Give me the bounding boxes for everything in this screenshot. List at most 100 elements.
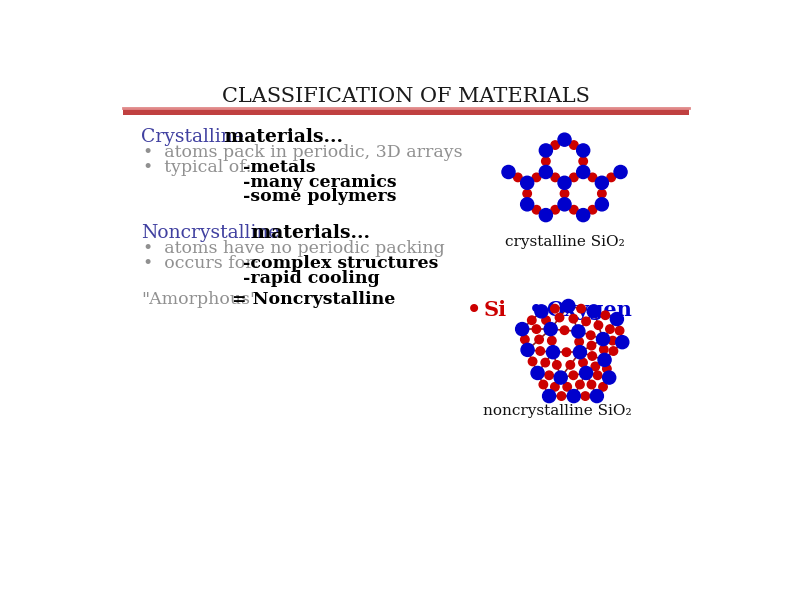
Circle shape — [580, 367, 592, 379]
Circle shape — [563, 382, 572, 391]
Circle shape — [579, 157, 588, 165]
Text: -many ceramics: -many ceramics — [242, 174, 396, 190]
Text: •  atoms have no periodic packing: • atoms have no periodic packing — [143, 241, 444, 258]
Circle shape — [566, 360, 574, 369]
Text: Crystalline: Crystalline — [141, 127, 244, 146]
Circle shape — [598, 189, 606, 198]
Circle shape — [562, 299, 575, 313]
Circle shape — [532, 325, 541, 334]
Text: -complex structures: -complex structures — [242, 255, 438, 272]
Circle shape — [603, 365, 611, 373]
Circle shape — [600, 345, 608, 354]
Circle shape — [539, 380, 547, 389]
Circle shape — [547, 337, 556, 345]
Circle shape — [543, 389, 556, 403]
Circle shape — [521, 343, 534, 356]
Circle shape — [569, 371, 577, 379]
Circle shape — [567, 389, 581, 403]
Circle shape — [598, 353, 611, 367]
Circle shape — [513, 173, 522, 182]
Circle shape — [575, 338, 584, 346]
Circle shape — [572, 325, 585, 338]
Circle shape — [551, 141, 559, 149]
Circle shape — [576, 380, 584, 389]
Text: CLASSIFICATION OF MATERIALS: CLASSIFICATION OF MATERIALS — [222, 87, 590, 106]
Circle shape — [596, 332, 610, 346]
Circle shape — [577, 304, 585, 313]
Text: •  atoms pack in periodic, 3D arrays: • atoms pack in periodic, 3D arrays — [143, 144, 463, 161]
Circle shape — [520, 335, 529, 344]
Text: Oxygen: Oxygen — [546, 300, 632, 320]
Circle shape — [615, 335, 629, 349]
Circle shape — [546, 346, 559, 359]
Circle shape — [596, 176, 608, 189]
Circle shape — [569, 315, 577, 323]
Circle shape — [588, 206, 596, 214]
Circle shape — [523, 189, 531, 198]
Circle shape — [587, 341, 596, 350]
Circle shape — [560, 326, 569, 335]
Text: materials...: materials... — [218, 127, 343, 146]
Circle shape — [569, 206, 578, 214]
Circle shape — [553, 360, 561, 369]
Text: Noncrystalline: Noncrystalline — [141, 224, 280, 242]
Circle shape — [536, 347, 545, 355]
Circle shape — [502, 165, 515, 179]
Circle shape — [541, 359, 550, 367]
Circle shape — [594, 321, 603, 329]
Circle shape — [603, 371, 615, 384]
Text: -rapid cooling: -rapid cooling — [242, 270, 379, 287]
Circle shape — [591, 362, 600, 371]
Circle shape — [532, 173, 541, 182]
Circle shape — [573, 346, 586, 359]
Circle shape — [528, 357, 537, 365]
Circle shape — [596, 198, 608, 211]
Circle shape — [558, 198, 571, 211]
Circle shape — [577, 144, 590, 157]
Circle shape — [555, 313, 564, 322]
Text: •  occurs for:: • occurs for: — [143, 255, 259, 272]
Circle shape — [532, 206, 541, 214]
Circle shape — [611, 313, 623, 326]
Circle shape — [520, 198, 534, 211]
Circle shape — [593, 371, 602, 379]
Circle shape — [550, 304, 559, 313]
Text: = Noncrystalline: = Noncrystalline — [226, 291, 395, 308]
Circle shape — [582, 317, 590, 326]
Circle shape — [535, 335, 543, 344]
Circle shape — [606, 325, 614, 334]
Circle shape — [551, 206, 559, 214]
Circle shape — [544, 323, 558, 335]
Circle shape — [539, 144, 552, 157]
Circle shape — [520, 176, 534, 189]
Circle shape — [542, 157, 550, 165]
Circle shape — [531, 367, 544, 379]
Text: Si: Si — [484, 300, 507, 320]
Circle shape — [516, 323, 529, 335]
Circle shape — [542, 316, 550, 324]
Circle shape — [569, 141, 578, 149]
Circle shape — [579, 359, 587, 367]
Circle shape — [601, 311, 610, 319]
Circle shape — [562, 348, 571, 356]
Circle shape — [550, 382, 559, 391]
Circle shape — [607, 173, 615, 182]
Circle shape — [588, 352, 596, 360]
Circle shape — [609, 347, 618, 355]
Circle shape — [554, 371, 567, 384]
Circle shape — [587, 305, 600, 318]
Circle shape — [539, 165, 552, 179]
Circle shape — [599, 382, 607, 391]
Text: •: • — [528, 296, 544, 324]
Circle shape — [590, 389, 604, 403]
Bar — [123, 108, 689, 115]
Text: "Amorphous": "Amorphous" — [141, 291, 258, 308]
Circle shape — [577, 165, 590, 179]
Circle shape — [586, 331, 595, 340]
Circle shape — [587, 380, 596, 389]
Circle shape — [551, 173, 559, 182]
Circle shape — [527, 316, 536, 324]
Circle shape — [558, 176, 571, 189]
Circle shape — [558, 133, 571, 146]
Text: materials...: materials... — [245, 224, 370, 242]
